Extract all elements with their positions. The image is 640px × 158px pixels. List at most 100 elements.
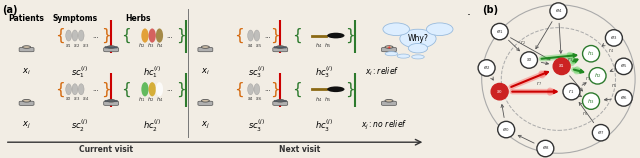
Text: }: }: [346, 82, 355, 97]
Circle shape: [550, 3, 567, 19]
Circle shape: [385, 52, 397, 56]
FancyBboxPatch shape: [274, 46, 287, 48]
Text: $x_i: relief$: $x_i: relief$: [365, 66, 399, 78]
Text: $h_2$: $h_2$: [594, 71, 602, 80]
FancyBboxPatch shape: [19, 101, 34, 105]
Circle shape: [22, 99, 31, 102]
Circle shape: [491, 23, 508, 40]
Ellipse shape: [66, 84, 72, 95]
FancyBboxPatch shape: [381, 47, 396, 52]
Ellipse shape: [254, 30, 260, 41]
Circle shape: [498, 121, 515, 138]
Text: $h_1$: $h_1$: [588, 49, 595, 58]
Text: $x_j$: $x_j$: [22, 120, 31, 131]
Text: $x_i$: $x_i$: [201, 67, 210, 77]
Text: ...: ...: [264, 86, 271, 92]
Ellipse shape: [400, 29, 436, 48]
FancyBboxPatch shape: [105, 46, 117, 48]
Circle shape: [385, 99, 393, 102]
Circle shape: [107, 99, 115, 102]
Text: (a): (a): [3, 5, 18, 15]
FancyBboxPatch shape: [105, 100, 117, 102]
Text: ...: ...: [166, 33, 173, 39]
Text: }: }: [271, 82, 280, 97]
Text: {: {: [56, 28, 65, 43]
Circle shape: [615, 90, 632, 106]
Text: $s_2$: $s_2$: [525, 56, 532, 64]
Text: ...: ...: [335, 86, 342, 92]
FancyBboxPatch shape: [198, 101, 213, 105]
FancyBboxPatch shape: [104, 101, 118, 105]
Text: $s_1$: $s_1$: [558, 62, 565, 70]
Circle shape: [107, 46, 115, 48]
Text: $h_1\ \ h_2\ \ h_4$: $h_1\ \ h_2\ \ h_4$: [138, 95, 164, 104]
Ellipse shape: [248, 30, 253, 41]
Ellipse shape: [148, 82, 156, 96]
FancyBboxPatch shape: [273, 101, 288, 105]
Circle shape: [593, 125, 609, 141]
Text: $h_2\ \ h_3\ \ h_4$: $h_2\ \ h_3\ \ h_4$: [138, 41, 164, 50]
Circle shape: [582, 46, 600, 62]
Ellipse shape: [156, 28, 163, 43]
Text: {: {: [234, 82, 244, 97]
Circle shape: [553, 58, 570, 75]
Circle shape: [22, 46, 31, 48]
Text: $sc_3^{(i)}$: $sc_3^{(i)}$: [248, 64, 265, 80]
Text: $r_7$: $r_7$: [536, 79, 541, 88]
Text: Why?: Why?: [408, 34, 428, 43]
Text: $h_3$: $h_3$: [588, 97, 595, 106]
FancyBboxPatch shape: [104, 47, 118, 52]
Text: $e_4$: $e_4$: [555, 7, 562, 15]
Circle shape: [397, 54, 410, 58]
Text: $x_j$: $x_j$: [201, 120, 210, 131]
Text: }: }: [346, 28, 355, 43]
Text: $sc_3^{(j)}$: $sc_3^{(j)}$: [248, 118, 265, 134]
Circle shape: [478, 60, 495, 76]
Circle shape: [563, 83, 580, 100]
Text: $e_5$: $e_5$: [620, 62, 627, 70]
Text: $x_i$: $x_i$: [22, 67, 31, 77]
Ellipse shape: [254, 84, 260, 95]
Text: ...: ...: [92, 86, 99, 92]
Circle shape: [202, 46, 209, 48]
Text: }: }: [101, 82, 111, 97]
Text: $r_4$: $r_4$: [607, 46, 614, 55]
Text: $e_0$: $e_0$: [502, 126, 510, 134]
Circle shape: [589, 68, 606, 84]
Ellipse shape: [156, 82, 163, 96]
Text: $hc_3^{(i)}$: $hc_3^{(i)}$: [315, 64, 333, 80]
Text: Patients: Patients: [8, 15, 45, 23]
Text: ...: ...: [335, 33, 342, 39]
Text: $x_j: no\ relief$: $x_j: no\ relief$: [361, 119, 407, 132]
Text: $e_1$: $e_1$: [496, 28, 504, 36]
Text: ...: ...: [166, 86, 173, 92]
Ellipse shape: [72, 84, 78, 95]
Ellipse shape: [148, 28, 156, 43]
Text: $r_5$: $r_5$: [611, 81, 617, 90]
Circle shape: [615, 58, 632, 75]
Text: $s_1\ \ s_2\ \ s_3$: $s_1\ \ s_2\ \ s_3$: [65, 42, 90, 50]
Circle shape: [491, 83, 508, 100]
Text: Next visit: Next visit: [279, 145, 320, 154]
Circle shape: [327, 86, 344, 92]
Text: $hc_1^{(i)}$: $hc_1^{(i)}$: [143, 64, 161, 80]
Text: $e_8$: $e_8$: [541, 145, 549, 152]
Text: $r_1$: $r_1$: [567, 56, 573, 64]
Text: $h_4\ \ h_5$: $h_4\ \ h_5$: [316, 41, 332, 50]
Text: $s_4\ \ s_5$: $s_4\ \ s_5$: [248, 42, 263, 50]
Text: }: }: [271, 28, 280, 43]
Text: {: {: [234, 28, 244, 43]
Text: $sc_2^{(j)}$: $sc_2^{(j)}$: [71, 118, 88, 134]
Text: $h_4\ \ h_5$: $h_4\ \ h_5$: [316, 95, 332, 104]
Ellipse shape: [78, 84, 84, 95]
Ellipse shape: [141, 82, 148, 96]
Text: .: .: [467, 5, 470, 18]
Text: Herbs: Herbs: [125, 15, 150, 23]
Text: $r_2$: $r_2$: [520, 38, 525, 47]
Text: $e_6$: $e_6$: [620, 94, 627, 102]
Text: $e_7$: $e_7$: [597, 129, 605, 137]
Ellipse shape: [78, 30, 84, 41]
Ellipse shape: [426, 23, 453, 36]
Text: $e_3$: $e_3$: [610, 34, 618, 42]
FancyBboxPatch shape: [198, 47, 213, 52]
